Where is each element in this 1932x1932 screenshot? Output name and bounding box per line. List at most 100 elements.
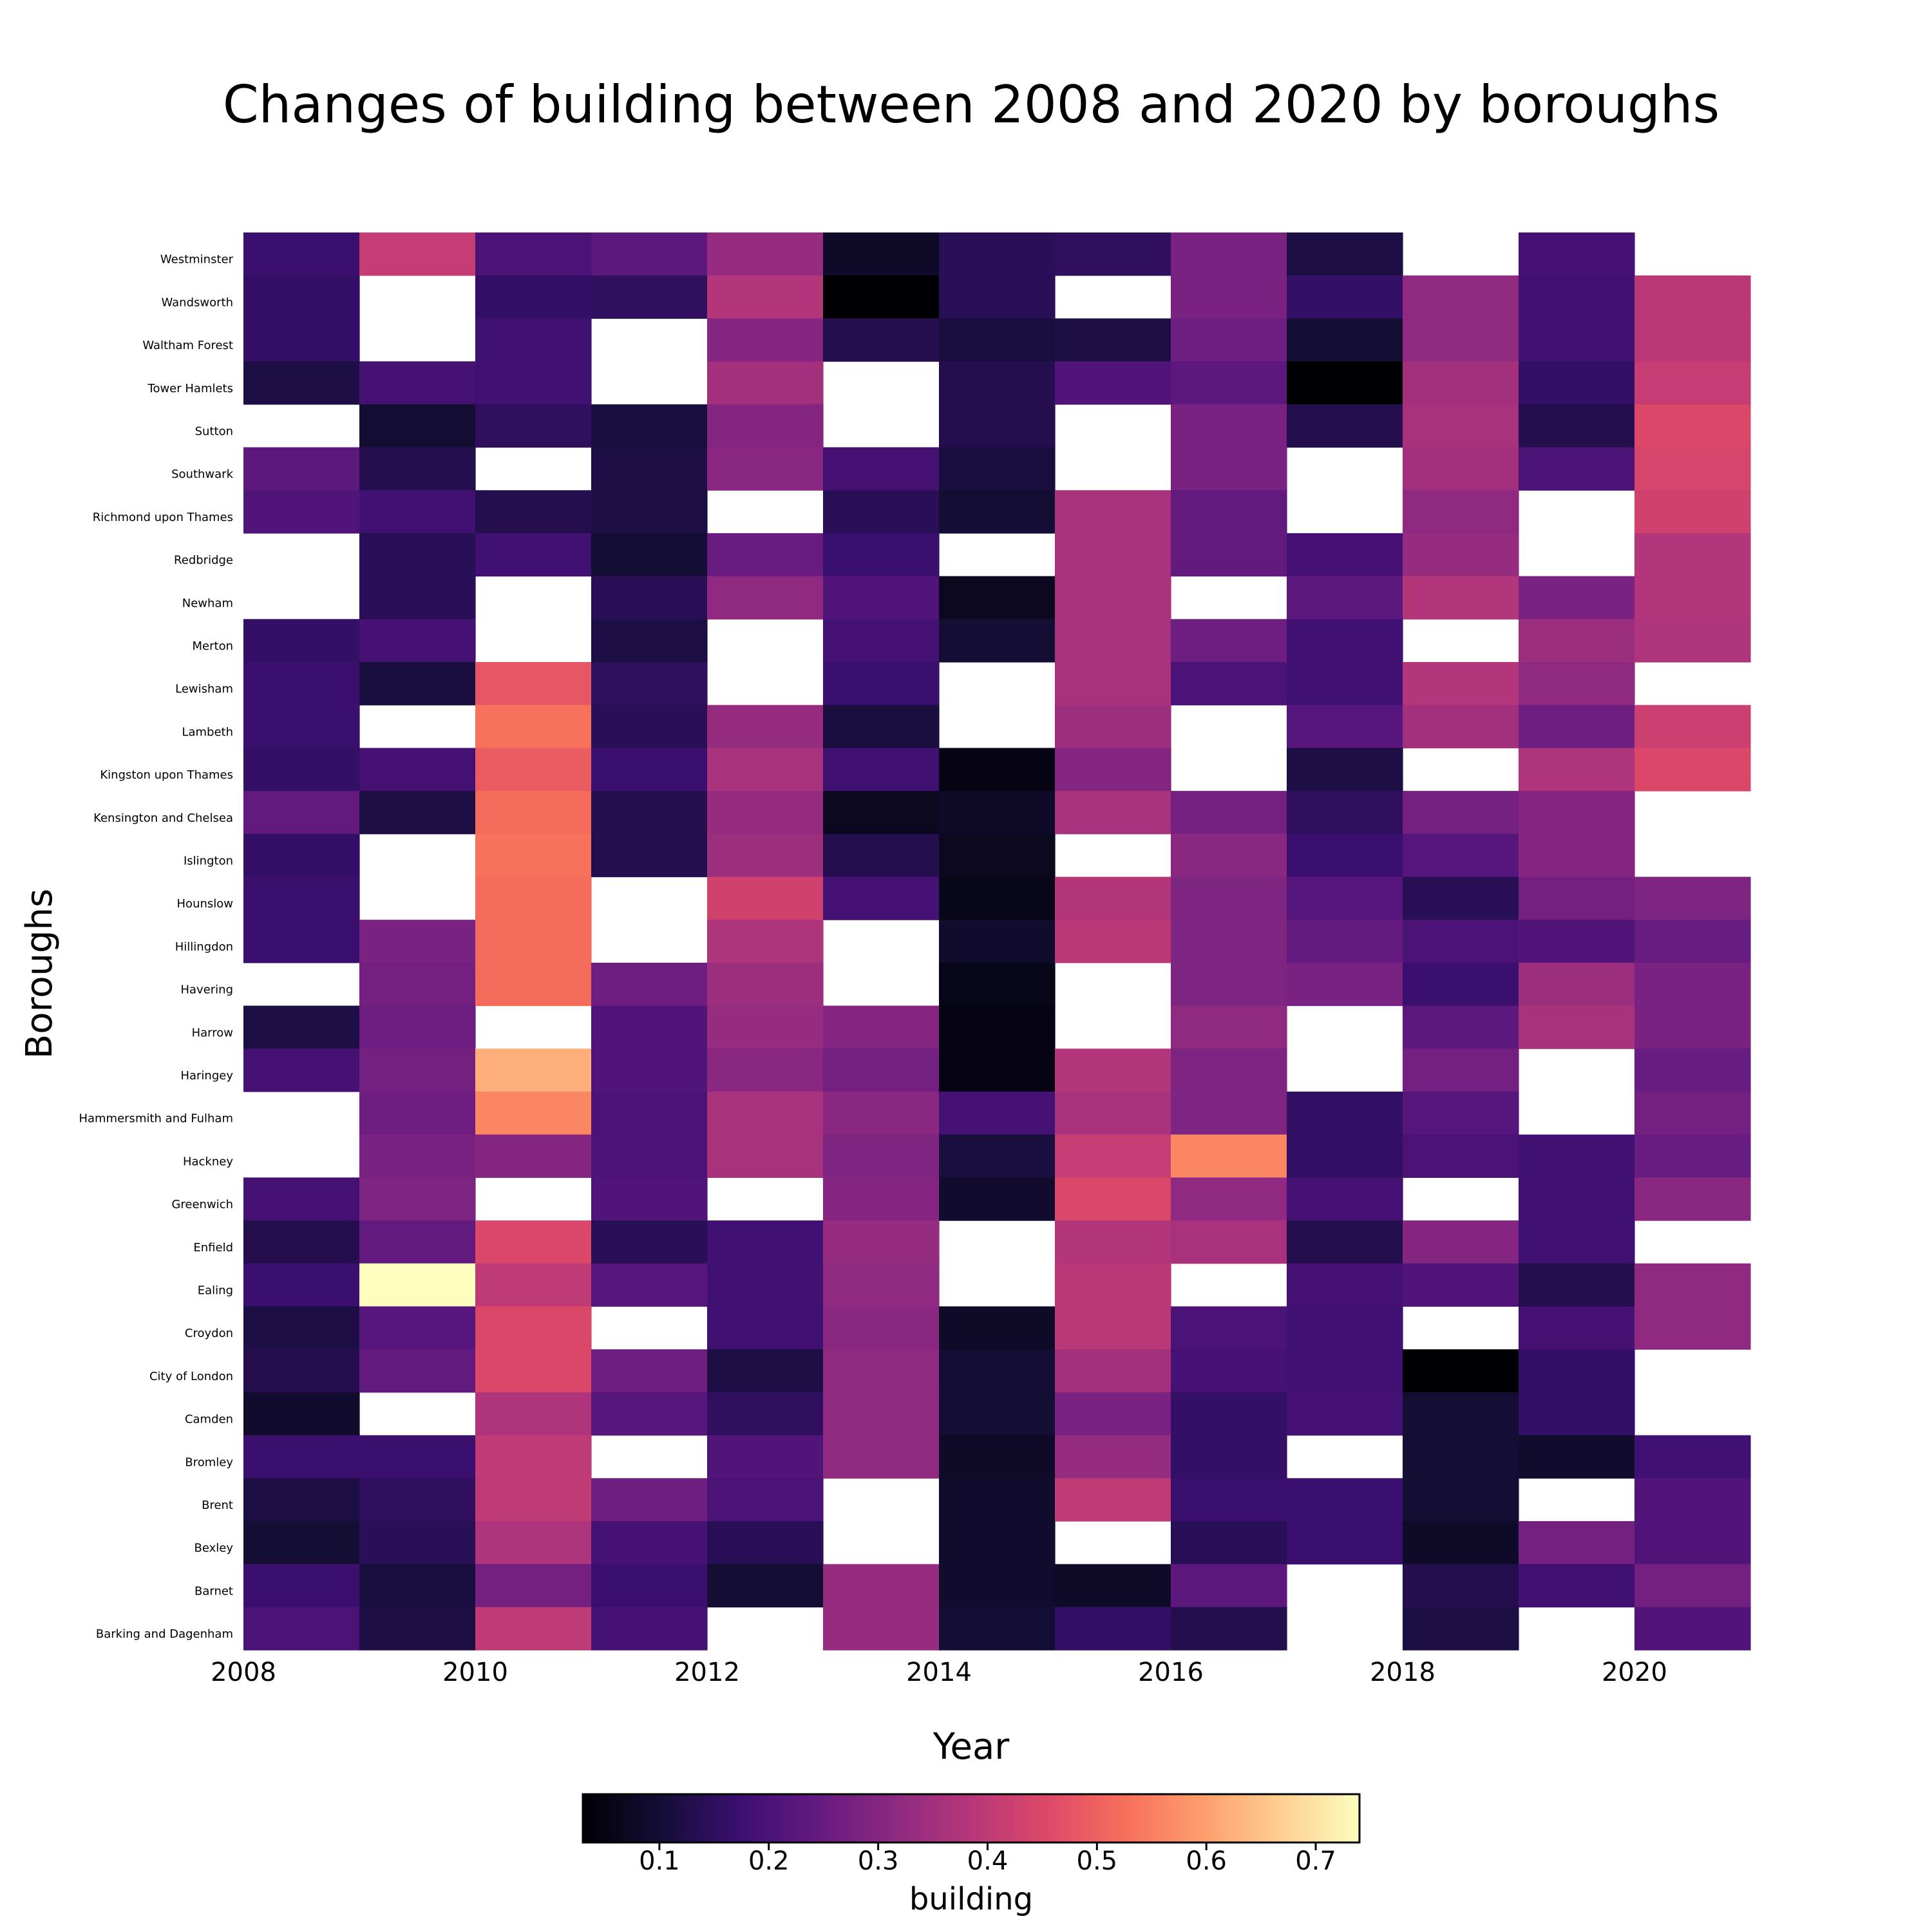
heatmap-cell (1055, 1134, 1171, 1178)
heatmap-cell (243, 1521, 360, 1565)
heatmap-cell (591, 1177, 708, 1221)
y-tick-label: Wandsworth (162, 296, 234, 309)
heatmap-cell (359, 447, 476, 491)
heatmap-cell (1287, 232, 1403, 276)
heatmap-cell (1055, 1349, 1171, 1393)
heatmap-cell (823, 533, 940, 577)
heatmap-cell (1403, 705, 1519, 748)
heatmap-cell (359, 748, 476, 791)
x-tick-label: 2012 (674, 1658, 740, 1687)
heatmap-cell (1055, 705, 1171, 748)
heatmap-cell (707, 705, 824, 748)
heatmap-cell (939, 1349, 1056, 1393)
heatmap-cell (1519, 1349, 1635, 1393)
x-tick-label: 2014 (906, 1658, 972, 1687)
heatmap-cell (939, 1435, 1056, 1479)
y-tick-label: Harrow (192, 1026, 233, 1039)
heatmap-cell (1171, 662, 1287, 706)
colorbar-tick-label: 0.4 (967, 1846, 1009, 1876)
heatmap-cell (1519, 619, 1635, 663)
heatmap-cell (939, 275, 1056, 319)
heatmap-cell (1519, 1220, 1635, 1264)
heatmap-cell (1171, 1005, 1287, 1049)
heatmap-cell (1055, 318, 1171, 362)
heatmap-cell (1519, 920, 1635, 963)
heatmap-cell (1634, 1564, 1751, 1607)
heatmap-cell (823, 232, 940, 276)
heatmap-cell (359, 1435, 476, 1479)
heatmap-cell (475, 705, 592, 748)
heatmap-cell (475, 962, 592, 1007)
heatmap-cell (1287, 662, 1403, 706)
heatmap-cell (591, 705, 708, 748)
heatmap-cell (1634, 1177, 1751, 1221)
heatmap-cell (359, 920, 476, 963)
heatmap-cell (591, 404, 708, 448)
colorbar-gradient (582, 1793, 1361, 1844)
heatmap-cell (359, 1478, 476, 1522)
heatmap-cell (1287, 748, 1403, 791)
heatmap-cell (1634, 404, 1751, 448)
heatmap-cell (1171, 1134, 1287, 1178)
heatmap-cell (823, 833, 940, 878)
heatmap-cell (475, 1521, 592, 1565)
heatmap-cell (707, 447, 824, 491)
y-tick-label: Hillingdon (175, 940, 233, 954)
heatmap-cell (359, 1349, 476, 1393)
heatmap-cell (1403, 318, 1519, 362)
heatmap-cell (939, 1177, 1056, 1221)
heatmap-cell (1634, 447, 1751, 491)
heatmap-cell (243, 490, 360, 534)
heatmap-cell (823, 1306, 940, 1350)
heatmap-cell (591, 1220, 708, 1264)
heatmap-cell (591, 490, 708, 534)
heatmap-cell (359, 1092, 476, 1135)
heatmap-cell (475, 1564, 592, 1607)
heatmap-cell (1055, 1392, 1171, 1436)
heatmap-cell (707, 576, 824, 620)
heatmap-cell (243, 791, 360, 835)
heatmap-cell (1287, 1092, 1403, 1135)
heatmap-cell (823, 1392, 940, 1436)
heatmap-cell (1171, 275, 1287, 319)
heatmap-cell (1519, 275, 1635, 319)
heatmap-cell (1055, 1564, 1171, 1607)
heatmap-cell (1287, 533, 1403, 577)
heatmap-cell (1519, 404, 1635, 448)
heatmap-cell (939, 490, 1056, 534)
x-tick-label: 2020 (1602, 1658, 1667, 1687)
x-tick-label: 2016 (1138, 1658, 1204, 1687)
heatmap-cell (939, 920, 1056, 963)
heatmap-cell (939, 1005, 1056, 1049)
heatmap-cell (475, 1092, 592, 1135)
heatmap-cell (1519, 1177, 1635, 1221)
heatmap-cell (1519, 1435, 1635, 1479)
heatmap-cell (939, 876, 1056, 920)
heatmap-cell (1634, 1521, 1751, 1565)
heatmap-cell (243, 876, 360, 920)
heatmap-cell (1055, 1092, 1171, 1135)
heatmap-cell (1403, 1435, 1519, 1479)
heatmap-cell (823, 1134, 940, 1178)
heatmap-cell (707, 1048, 824, 1092)
heatmap-cell (939, 318, 1056, 362)
heatmap-cell (475, 318, 592, 362)
heatmap-cell (591, 662, 708, 706)
heatmap-cell (359, 662, 476, 706)
heatmap-cell (1519, 361, 1635, 405)
heatmap-cell (939, 619, 1056, 663)
heatmap-cell (823, 705, 940, 748)
heatmap-cell (1403, 1521, 1519, 1565)
heatmap-cell (1403, 876, 1519, 920)
heatmap-cell (1519, 1392, 1635, 1436)
heatmap-cell (1055, 1263, 1171, 1307)
heatmap-cell (1519, 232, 1635, 276)
colorbar-tick-label: 0.1 (639, 1846, 680, 1876)
y-tick-label: Westminster (160, 253, 234, 267)
heatmap-cell (1519, 1263, 1635, 1307)
heatmap-cell (823, 1048, 940, 1092)
heatmap-cell (707, 920, 824, 963)
heatmap-cell (707, 404, 824, 448)
heatmap-cell (823, 1435, 940, 1479)
heatmap-cell (243, 1306, 360, 1350)
